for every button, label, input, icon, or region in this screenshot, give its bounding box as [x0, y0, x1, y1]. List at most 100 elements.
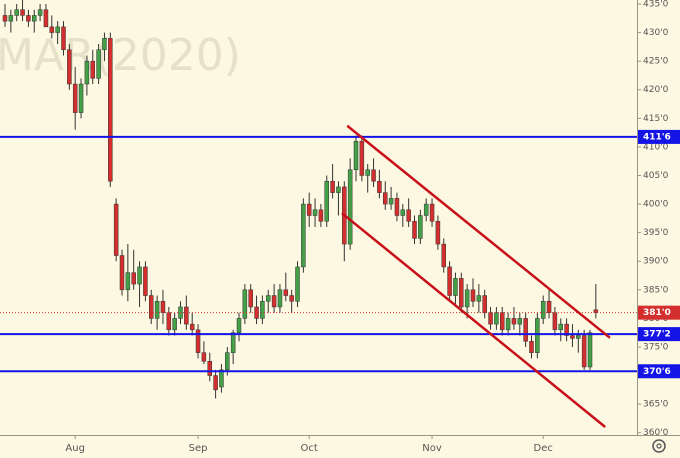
candle-body	[125, 272, 131, 291]
candle-body	[201, 352, 207, 362]
y-tick-label: 405'0	[643, 171, 669, 181]
candle-body	[72, 83, 78, 113]
y-tick-label: 360'0	[643, 428, 669, 438]
candle-body	[429, 203, 435, 222]
trend-line	[341, 212, 606, 428]
level-label: 381'0	[643, 308, 671, 318]
candle-body	[236, 318, 242, 333]
candle-body	[172, 318, 177, 331]
level-label: 377'2	[643, 330, 671, 340]
y-tick-label: 400'0	[643, 200, 669, 210]
candle-body	[564, 323, 569, 336]
candle-body	[189, 323, 195, 331]
candle-body	[166, 312, 172, 331]
candle-body	[394, 198, 400, 216]
candle-body	[476, 295, 482, 302]
y-tick-label: 415'0	[643, 114, 669, 124]
candle-body	[149, 295, 154, 319]
candle-body	[441, 243, 446, 268]
candle-body	[482, 295, 487, 313]
candle-body	[242, 289, 248, 319]
candle-body	[336, 186, 341, 193]
candle-body	[587, 332, 593, 368]
candle-body	[324, 180, 329, 222]
candle-body	[295, 266, 300, 302]
level-label: 370'6	[643, 367, 671, 377]
candle-body	[55, 26, 60, 33]
candle-body	[581, 335, 587, 368]
candle-body	[459, 278, 464, 308]
x-tick-label: Nov	[422, 443, 442, 454]
candle-body	[365, 169, 370, 176]
candle-body	[406, 209, 411, 222]
x-tick-label: Dec	[534, 443, 553, 454]
candle-body	[20, 9, 25, 16]
y-tick-label: 435'0	[643, 0, 669, 10]
level-label-box	[638, 129, 680, 144]
candle-body	[511, 318, 517, 325]
watermark: MAR(2020)	[0, 30, 241, 81]
trend-line	[346, 124, 611, 339]
candle-body	[423, 203, 429, 216]
candle-body	[383, 192, 388, 205]
candle-body	[283, 289, 289, 296]
candle-body	[377, 180, 382, 193]
candle-body	[96, 49, 101, 79]
candle-body	[488, 312, 493, 325]
candle-body	[271, 295, 277, 308]
y-tick-label: 390'0	[643, 257, 669, 267]
y-tick-label: 365'0	[643, 400, 669, 410]
candle-body	[523, 318, 528, 342]
candle-body	[277, 289, 283, 308]
y-tick-label: 395'0	[643, 228, 669, 238]
candle-body	[517, 318, 523, 325]
level-label: 411'6	[643, 132, 671, 142]
candle-body	[225, 352, 230, 371]
candle-body	[447, 266, 452, 296]
x-tick-label: Sep	[189, 443, 208, 454]
candle-body	[219, 369, 224, 388]
candle-body	[418, 215, 423, 239]
candle-body	[90, 60, 95, 79]
candle-body	[207, 361, 212, 376]
candle-body	[470, 289, 476, 302]
candle-body	[131, 272, 136, 285]
candle-body	[312, 209, 318, 216]
candle-body	[78, 83, 84, 113]
candle-body	[154, 300, 160, 319]
candle-body	[301, 203, 306, 268]
candle-body	[400, 209, 406, 216]
candle-body	[184, 306, 189, 325]
level-label-box	[638, 305, 680, 320]
candle-body	[546, 300, 552, 313]
candle-body	[347, 169, 353, 245]
candle-body	[593, 309, 599, 313]
candle-body	[266, 295, 271, 302]
candle-body	[529, 341, 534, 353]
y-tick-label: 385'0	[643, 285, 669, 295]
settings-icon[interactable]	[652, 439, 666, 453]
candle-body	[453, 278, 458, 296]
y-tick-label: 425'0	[643, 57, 669, 67]
level-label-box	[638, 327, 680, 342]
candle-body	[32, 15, 37, 22]
candle-body	[160, 300, 166, 313]
gear[interactable]	[652, 439, 666, 453]
candle-body	[494, 312, 499, 325]
candle-body	[248, 289, 253, 308]
candle-body	[306, 203, 312, 216]
candle-body	[500, 312, 505, 331]
candle-body	[570, 335, 575, 339]
candle-body	[2, 15, 8, 22]
candle-body	[102, 38, 107, 50]
level-label-box	[638, 364, 680, 379]
candle-body	[535, 318, 540, 353]
candle-body	[289, 295, 294, 302]
candle-body	[37, 9, 43, 16]
candle-body	[49, 26, 55, 33]
gear-hub[interactable]	[656, 443, 662, 449]
candle-body	[143, 266, 148, 296]
y-tick-label: 375'0	[643, 342, 669, 352]
candle-body	[558, 323, 563, 331]
candle-body	[67, 49, 72, 85]
